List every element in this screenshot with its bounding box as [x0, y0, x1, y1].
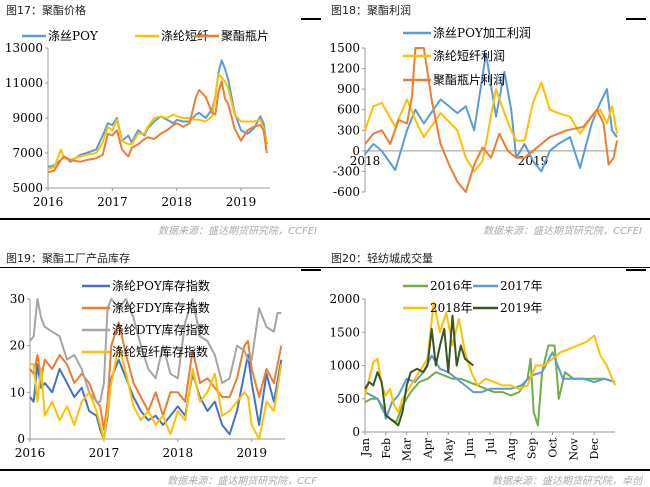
divider: [626, 269, 646, 271]
x-tick-label: Jun: [463, 438, 476, 458]
y-tick-label: 0: [352, 144, 360, 158]
divider: [325, 267, 650, 268]
y-tick-label: 30: [10, 292, 25, 306]
panel-fig18: 图18：聚酯利润 -600 -300 0 300 600 900 1200 1500 2018 2…: [325, 0, 650, 242]
x-tick-label: 2017: [89, 446, 120, 460]
legend-label: 2019年: [500, 301, 543, 315]
divider: [325, 469, 650, 471]
source-note: 数据来源：盛达期货研究院，CCFEI: [483, 226, 642, 237]
x-tick-label: Aug: [505, 438, 518, 461]
x-tick-label: Jul: [484, 438, 497, 454]
chart-fig19: 0 10 20 30 2016 2017 2018 2019 涤纶POY库存指数涤纶FDY库存指…: [10, 278, 285, 460]
y-tick-label: 20: [10, 339, 25, 353]
series-line-1: [47, 59, 268, 168]
x-tick-label: Apr: [422, 437, 435, 459]
divider: [626, 18, 646, 20]
y-tick-label: 0: [352, 425, 360, 439]
y-tick-label: 600: [337, 103, 360, 117]
series-line-3: [364, 301, 616, 414]
series-line-2: [364, 351, 616, 420]
divider: [0, 267, 325, 268]
x-tick-label: 2016: [33, 195, 64, 209]
x-tick-label: 2018: [350, 154, 381, 168]
y-tick-label: 13000: [5, 41, 43, 55]
chart-title: 图19：聚酯工厂产品库存: [6, 252, 130, 265]
source-note: 数据来源：盛达期货研究院，CCFEI: [158, 226, 317, 237]
y-tick-label: 1500: [329, 325, 360, 339]
y-tick-label: -300: [333, 164, 360, 178]
chart-fig17: 5000 7000 9000 11000 13000 2016 2017 2018 2019 涤丝…: [5, 29, 270, 209]
y-tick-label: 0: [17, 432, 25, 446]
series-line-2: [29, 321, 283, 431]
legend-label: 2016年: [430, 279, 473, 293]
divider: [301, 18, 321, 20]
panel-fig17: 图17：聚酯价格 5000 7000 9000 11000 13000 2016 2017 2…: [0, 0, 325, 242]
legend-label: 涤纶短纤: [161, 29, 209, 43]
y-tick-label: 11000: [5, 76, 43, 90]
x-tick-label: Jan: [359, 438, 372, 457]
panel-fig20: 图20：轻纺城成交量 0 500 1000 1500 2000 Jan Feb Mar Apr M…: [325, 242, 650, 487]
x-tick-label: 2019: [236, 446, 267, 460]
divider: [0, 218, 325, 220]
x-tick-label: May: [442, 437, 455, 462]
divider: [301, 269, 321, 271]
x-tick-label: 2019: [226, 195, 257, 209]
legend-label: 涤丝POY: [48, 29, 99, 43]
legend-label: 2018年: [430, 301, 473, 315]
series-line-3: [47, 80, 268, 174]
y-tick-label: -600: [333, 185, 360, 199]
source-note: 数据来源：盛达期货研究院，卓创: [492, 476, 642, 487]
x-tick-label: Nov: [567, 437, 580, 460]
legend-label: 涤纶短纤利润: [433, 49, 505, 63]
legend-label: 聚酯瓶片: [221, 29, 269, 43]
y-tick-label: 1000: [329, 359, 360, 373]
x-tick-label: Feb: [380, 438, 393, 459]
y-tick-label: 2000: [329, 292, 360, 306]
y-tick-label: 900: [337, 82, 360, 96]
legend-label: 涤纶DTY库存指数: [112, 322, 210, 337]
y-tick-label: 500: [337, 392, 360, 406]
y-tick-label: 7000: [12, 146, 43, 160]
series-line-3: [364, 47, 618, 193]
x-tick-label: 2017: [97, 195, 128, 209]
chart-fig20: 0 500 1000 1500 2000 Jan Feb Mar Apr May Jun Jul Aug…: [329, 279, 616, 462]
source-note: 数据来源：盛达期货研究院，CCF: [167, 476, 317, 487]
series-line-1: [364, 52, 618, 173]
y-tick-label: 1200: [329, 62, 360, 76]
panel-fig19: 图19：聚酯工厂产品库存 0 10 20 30 2016 2017 2018 2019 涤纶PO…: [0, 242, 325, 487]
divider: [325, 218, 650, 220]
x-tick-label: 2018: [161, 195, 192, 209]
legend-label: 涤丝POY加工利润: [433, 26, 531, 40]
chart-title: 图18：聚酯利润: [331, 4, 411, 17]
series-line-3: [29, 298, 282, 403]
y-tick-label: 10: [10, 385, 25, 399]
y-tick-label: 300: [337, 123, 360, 137]
x-tick-label: 2018: [163, 446, 194, 460]
legend-label: 2017年: [500, 279, 543, 293]
series-line-4: [364, 314, 474, 427]
x-tick-label: Oct: [547, 437, 560, 457]
divider: [0, 469, 325, 471]
chart-title: 图20：轻纺城成交量: [331, 252, 433, 265]
series-line-4: [30, 344, 283, 440]
legend-label: 聚酯瓶片利润: [433, 73, 505, 87]
y-tick-label: 1500: [329, 41, 360, 55]
chart-title: 图17：聚酯价格: [6, 4, 86, 17]
y-tick-label: 9000: [12, 111, 43, 125]
x-tick-label: Mar: [401, 437, 414, 461]
legend-label: 涤纶POY库存指数: [112, 278, 210, 293]
legend-label: 涤纶短纤库存指数: [112, 344, 208, 359]
y-tick-label: 5000: [12, 181, 43, 195]
series-line-2: [47, 73, 268, 170]
series-line-1: [364, 344, 616, 427]
x-tick-label: Sep: [526, 438, 539, 459]
x-tick-label: Dec: [588, 438, 601, 460]
x-tick-label: 2016: [15, 446, 46, 460]
legend-label: 涤纶FDY库存指数: [112, 300, 210, 315]
